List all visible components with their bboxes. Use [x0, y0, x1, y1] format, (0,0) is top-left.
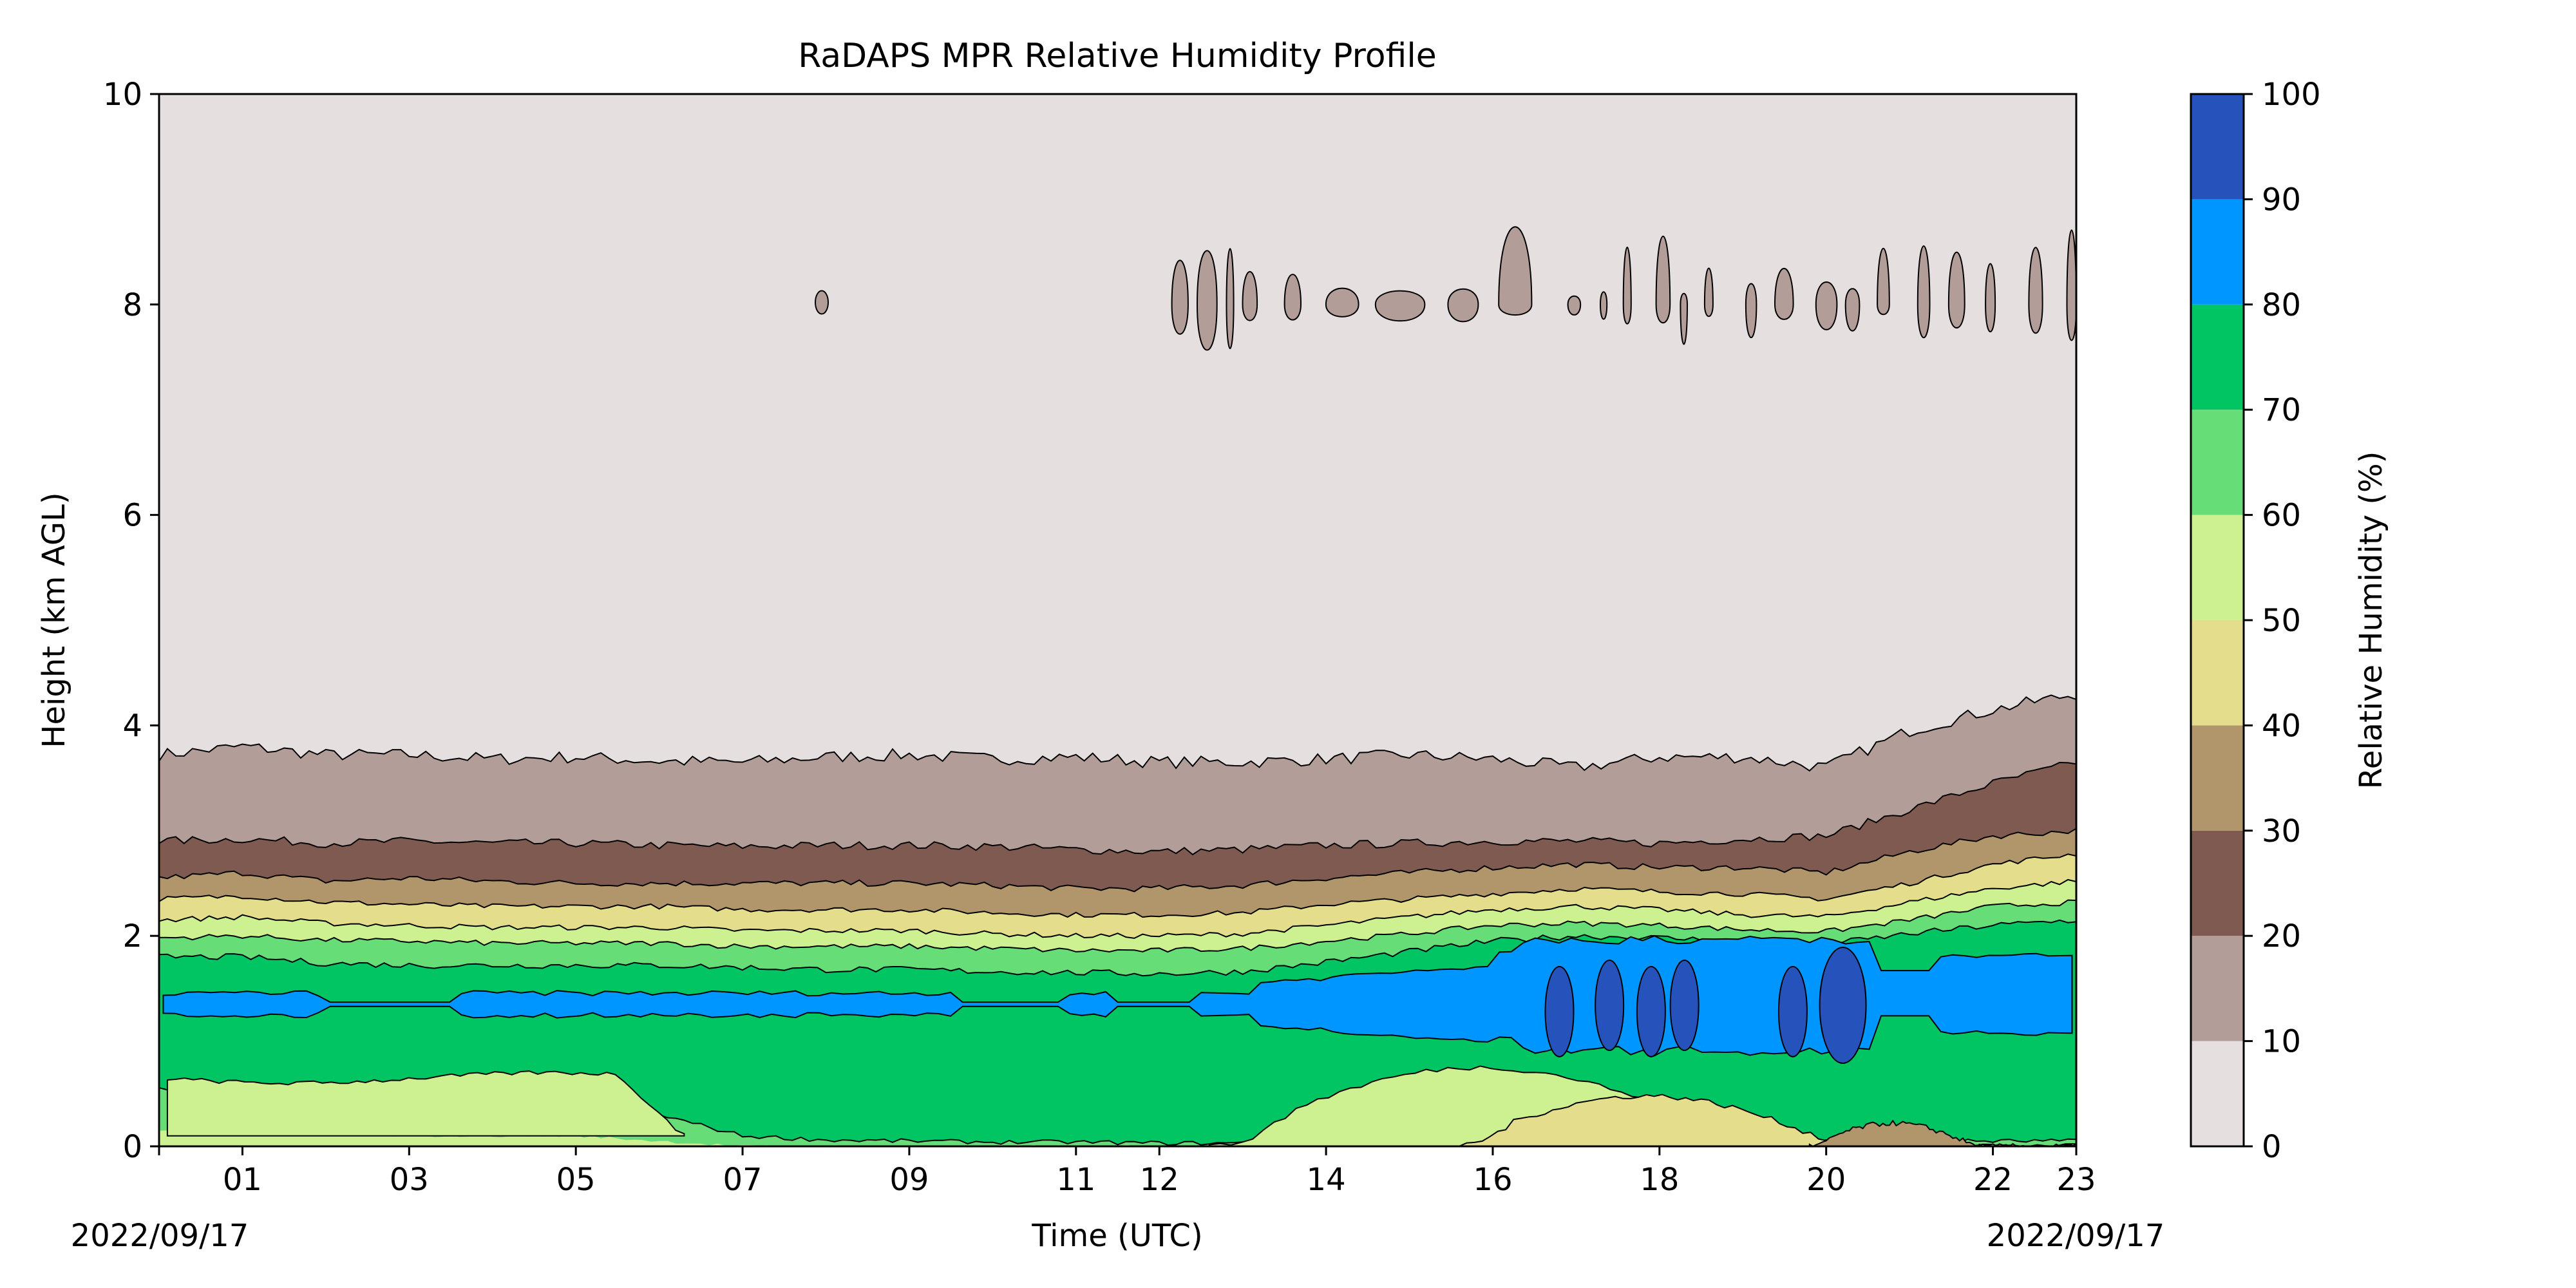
- surface-moist-plume: [166, 1070, 685, 1137]
- x-tick-label: 22: [1973, 1162, 2012, 1198]
- upper-moist-patch: [1599, 291, 1608, 320]
- contour-fill-rh60-lower: [159, 1130, 2076, 1146]
- contour-lines: [159, 226, 2076, 1146]
- colorbar-tick-label: 100: [2262, 77, 2321, 113]
- x-tick-label: 01: [223, 1162, 262, 1198]
- colorbar-tick-label: 90: [2262, 182, 2301, 218]
- peak-humidity-core: [1544, 965, 1575, 1057]
- colorbar-tick-label: 70: [2262, 392, 2301, 428]
- upper-moist-patch: [1226, 248, 1235, 350]
- y-tick-label: 2: [122, 918, 142, 954]
- x-tick-label: 20: [1806, 1162, 1846, 1198]
- x-axis-label: Time (UTC): [1031, 1218, 1202, 1254]
- colorbar-swatch: [2191, 410, 2244, 515]
- colorbar-tick-label: 10: [2262, 1024, 2301, 1060]
- colorbar-swatch: [2191, 304, 2244, 410]
- x-tick-label: 18: [1640, 1162, 1679, 1198]
- upper-moist-patch: [1325, 287, 1359, 317]
- upper-moist-patch: [1283, 274, 1302, 321]
- colorbar-tick-label: 20: [2262, 918, 2301, 954]
- upper-moist-patch: [1745, 283, 1757, 338]
- colorbar-label: Relative Humidity (%): [2353, 451, 2389, 790]
- colorbar-swatch: [2191, 515, 2244, 620]
- colorbar-tick-label: 40: [2262, 708, 2301, 744]
- peak-humidity-core: [1595, 960, 1625, 1052]
- surface-layer-rh40-50: [1451, 1094, 2076, 1146]
- plot-frame: [158, 93, 2078, 1148]
- x-tick-label: 12: [1140, 1162, 1179, 1198]
- contour-line-rh30: [159, 828, 2076, 893]
- upper-moist-patch: [1947, 251, 1965, 329]
- contour-line-rh10: [159, 694, 2076, 772]
- colorbar-tick-label: 0: [2262, 1129, 2282, 1165]
- y-tick-label: 0: [122, 1129, 142, 1165]
- upper-moist-patch: [1917, 245, 1931, 338]
- x-tick-label: 11: [1056, 1162, 1095, 1198]
- upper-moist-patch: [1498, 226, 1533, 316]
- x-tick-label: 05: [556, 1162, 596, 1198]
- x-tick-label: 09: [889, 1162, 929, 1198]
- x-tick-label: 07: [723, 1162, 762, 1198]
- y-tick-label: 10: [103, 77, 142, 113]
- contour-line-rh40: [159, 853, 2076, 918]
- colorbar-tick-label: 60: [2262, 498, 2301, 534]
- x-tick-label: 16: [1473, 1162, 1512, 1198]
- upper-moist-patch: [1196, 250, 1218, 351]
- upper-moist-patch: [1703, 267, 1714, 317]
- upper-moist-patch: [1815, 281, 1838, 330]
- upper-moist-patch: [1622, 246, 1632, 325]
- y-tick-label: 8: [122, 287, 142, 323]
- colorbar-swatch: [2191, 725, 2244, 831]
- upper-moist-patch: [1680, 292, 1689, 345]
- colorbar-swatch: [2191, 620, 2244, 726]
- chart-title: RaDAPS MPR Relative Humidity Profile: [798, 37, 1437, 75]
- x-axis: 01 03 05 07 09 11 12 14 16 18 20 22 23: [158, 1146, 2096, 1198]
- start-date-label: 2022/09/17: [71, 1218, 249, 1254]
- y-axis-label: Height (km AGL): [36, 492, 72, 748]
- upper-moist-patch: [1655, 235, 1671, 324]
- contour-line-rh20: [159, 761, 2076, 856]
- colorbar-tick-label: 30: [2262, 813, 2301, 849]
- x-tick-label: 23: [2056, 1162, 2096, 1198]
- peak-humidity-core: [1819, 947, 1867, 1065]
- upper-moist-patch: [1374, 290, 1426, 322]
- y-axis: 0 2 4 6 8 10: [103, 77, 159, 1165]
- colorbar-swatch: [2191, 199, 2244, 305]
- upper-moist-patch: [815, 290, 829, 315]
- upper-moist-patch: [2066, 229, 2076, 341]
- x-tick-label: 03: [390, 1162, 429, 1198]
- peak-humidity-core: [1636, 965, 1666, 1057]
- colorbar: 0 10 20 30 40 50 60 70 80 90 100: [2190, 77, 2321, 1165]
- peak-humidity-core: [1777, 965, 1808, 1057]
- y-tick-label: 6: [122, 498, 142, 534]
- colorbar-tick-label: 50: [2262, 603, 2301, 639]
- upper-moist-patch: [1242, 271, 1258, 321]
- contour-line-rh50: [159, 878, 2076, 939]
- upper-moist-patch: [1985, 263, 1996, 333]
- upper-moist-patch: [1877, 247, 1890, 316]
- peak-humidity-core: [1669, 960, 1700, 1052]
- upper-moist-patch: [1447, 288, 1479, 323]
- upper-moist-patch: [1774, 267, 1794, 320]
- humid-band-rh80-90: [162, 935, 2073, 1057]
- colorbar-swatch: [2191, 1041, 2244, 1146]
- contour-plot-area: [158, 93, 2078, 1148]
- colorbar-swatch: [2191, 936, 2244, 1041]
- x-tick-label: 14: [1307, 1162, 1346, 1198]
- upper-moist-patch: [2028, 247, 2043, 334]
- colorbar-tick-label: 80: [2262, 287, 2301, 323]
- upper-moist-patch: [1844, 288, 1861, 332]
- end-date-label: 2022/09/17: [1987, 1218, 2165, 1254]
- colorbar-swatch: [2191, 830, 2244, 936]
- upper-moist-patch: [1171, 260, 1189, 335]
- upper-moist-patch: [1567, 295, 1582, 316]
- y-tick-label: 4: [122, 708, 142, 744]
- contour-line-rh60: [159, 899, 2076, 953]
- colorbar-swatch: [2191, 94, 2244, 200]
